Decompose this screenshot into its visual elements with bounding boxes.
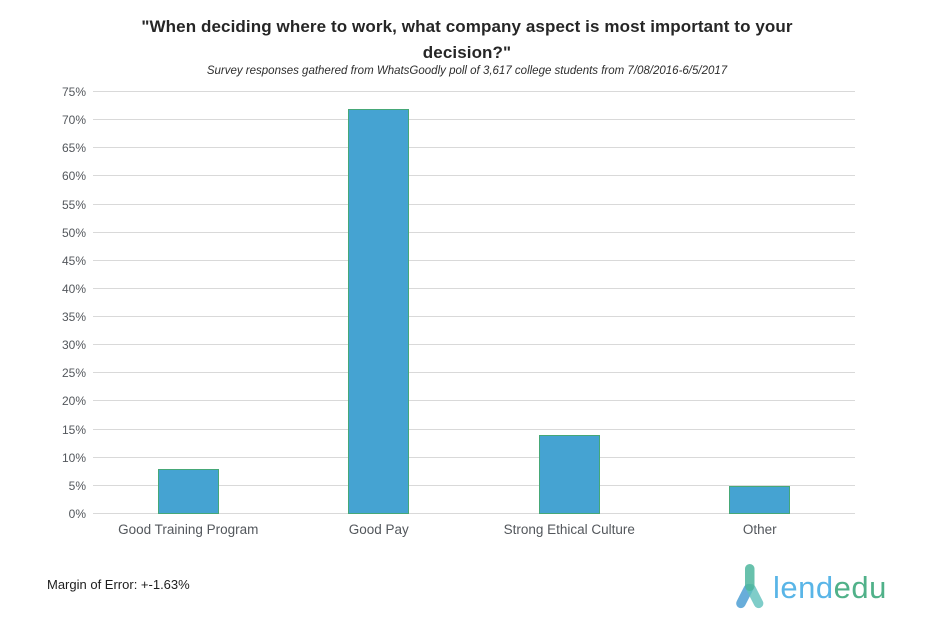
bar-good-pay [348,108,410,514]
y-axis-tick-label: 40% [61,281,86,296]
gridline-30 [93,344,855,346]
y-axis-tick-label: 60% [61,169,86,184]
gridline-40 [93,287,855,289]
y-axis-tick-label: 75% [61,85,86,99]
y-axis-tick-label: 35% [61,310,86,325]
x-axis-category-label: Good Training Program [118,522,259,537]
gridline-55 [93,203,855,205]
gridline-0 [93,513,855,514]
logo-text-lend: lend [773,570,834,605]
lendedu-person-icon [736,564,764,609]
y-axis-tick-label: 65% [61,141,86,156]
gridline-45 [93,259,855,261]
bar-good-training-program [157,469,219,514]
gridline-50 [93,231,855,233]
y-axis-tick-label: 20% [61,394,86,409]
x-axis-category-label: Other [742,522,777,537]
y-axis-tick-label: 10% [61,450,86,465]
margin-of-error-note: Margin of Error: +-1.63% [47,577,190,592]
gridline-75 [93,91,855,92]
y-axis-tick-label: 0% [68,507,86,521]
gridline-10 [93,456,855,458]
chart-subtitle: Survey responses gathered from WhatsGood… [206,65,728,77]
plot-area [93,91,855,514]
gridline-65 [93,147,855,149]
gridline-60 [93,175,855,177]
gridline-15 [93,428,855,430]
gridline-35 [93,316,855,318]
y-axis-tick-label: 45% [61,253,86,268]
y-axis-tick-label: 55% [61,197,86,212]
gridline-25 [93,372,855,374]
y-axis-tick-label: 70% [61,113,86,128]
x-axis-category-label: Strong Ethical Culture [503,522,635,537]
lendedu-logo: lendedu [731,563,887,613]
x-axis-category-label: Good Pay [348,522,409,537]
y-axis-tick-label: 25% [61,366,86,381]
y-axis-tick-label: 15% [61,422,86,437]
y-axis-tick-label: 5% [68,478,86,493]
lendedu-wordmark: lendedu [773,563,887,613]
y-axis-tick-label: 30% [61,338,86,353]
bar-strong-ethical-culture [538,435,600,514]
chart-title: "When deciding where to work, what compa… [141,17,793,62]
bar-other [729,485,791,514]
logo-text-edu: edu [833,570,887,605]
gridline-70 [93,119,855,121]
gridline-20 [93,400,855,402]
y-axis-tick-label: 50% [61,225,86,240]
gridline-5 [93,484,855,486]
